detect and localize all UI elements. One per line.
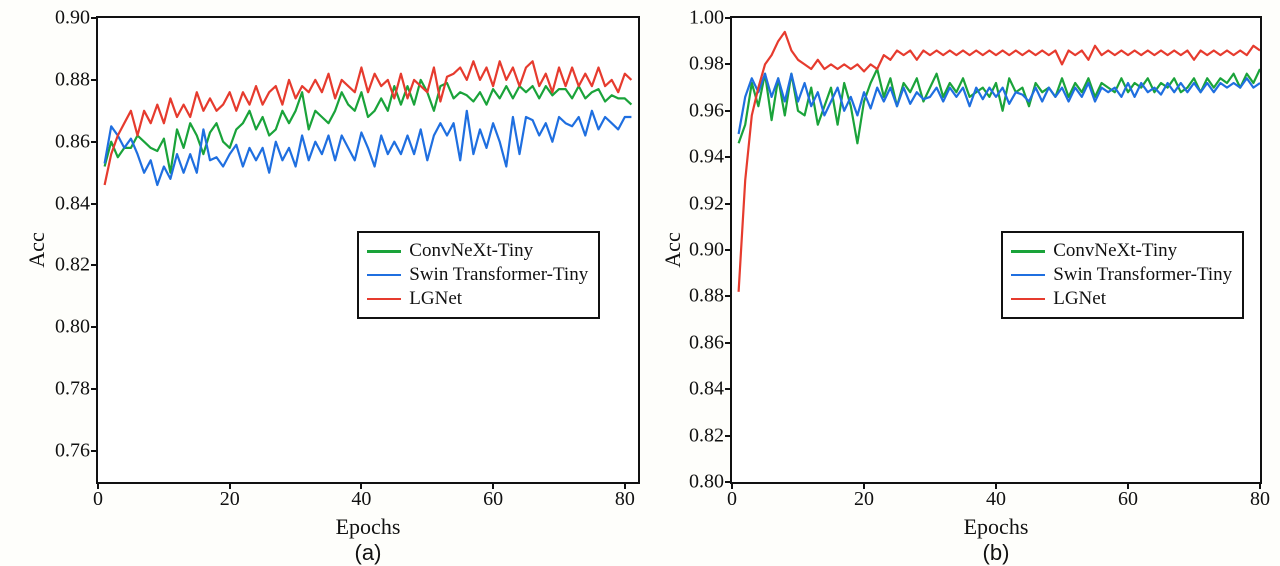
sublabel-a: (a) [355,540,382,566]
xtick-label: 20 [854,488,874,511]
legend-item-swin: Swin Transformer-Tiny [367,263,588,287]
ytick-label: 1.00 [689,7,724,30]
legend-label: ConvNeXt-Tiny [1053,239,1177,263]
legend-item-convnext: ConvNeXt-Tiny [1011,239,1232,263]
xtick-label: 80 [615,488,635,511]
xtick-label: 0 [727,488,737,511]
ylabel-a: Acc [24,232,50,267]
legend-swatch [367,250,401,253]
ytick-label: 0.84 [55,192,90,215]
legend-label: ConvNeXt-Tiny [409,239,533,263]
legend-item-convnext: ConvNeXt-Tiny [367,239,588,263]
legend-a: ConvNeXt-TinySwin Transformer-TinyLGNet [357,231,600,318]
ytick-label: 0.76 [55,440,90,463]
legend-swatch [1011,274,1045,277]
legend-label: Swin Transformer-Tiny [1053,263,1232,287]
xlabel-a: Epochs [336,514,401,540]
legend-label: Swin Transformer-Tiny [409,263,588,287]
xtick-label: 80 [1250,488,1270,511]
ytick-label: 0.78 [55,378,90,401]
ytick-label: 0.86 [55,130,90,153]
ytick-label: 0.80 [55,316,90,339]
ytick-label: 0.84 [689,378,724,401]
ytick-label: 0.94 [689,146,724,169]
legend-label: LGNet [409,287,462,311]
xtick-label: 60 [483,488,503,511]
legend-swatch [1011,298,1045,301]
legend-swatch [1011,250,1045,253]
ytick-label: 0.82 [55,254,90,277]
ytick-label: 0.86 [689,331,724,354]
ytick-label: 0.82 [689,424,724,447]
ytick-label: 0.92 [689,192,724,215]
legend-swatch [367,298,401,301]
xtick-label: 0 [93,488,103,511]
series-convnext [105,80,632,173]
panel-b: ConvNeXt-TinySwin Transformer-TinyLGNet … [658,10,1270,564]
xlabel-b: Epochs [964,514,1029,540]
plot-area-b: ConvNeXt-TinySwin Transformer-TinyLGNet … [730,16,1262,484]
legend-item-lgnet: LGNet [367,287,588,311]
xtick-label: 20 [220,488,240,511]
legend-swatch [367,274,401,277]
ytick-label: 0.80 [689,471,724,494]
xtick-label: 60 [1118,488,1138,511]
series-lgnet [105,61,632,185]
ytick-label: 0.90 [689,239,724,262]
sublabel-b: (b) [983,540,1010,566]
plot-area-a: ConvNeXt-TinySwin Transformer-TinyLGNet … [96,16,640,484]
series-convnext [739,69,1260,143]
ytick-label: 0.96 [689,99,724,122]
legend-item-swin: Swin Transformer-Tiny [1011,263,1232,287]
ylabel-b: Acc [660,232,686,267]
xtick-label: 40 [986,488,1006,511]
ytick-label: 0.88 [689,285,724,308]
legend-item-lgnet: LGNet [1011,287,1232,311]
figure-row: ConvNeXt-TinySwin Transformer-TinyLGNet … [10,10,1270,564]
ytick-label: 0.88 [55,68,90,91]
xtick-label: 40 [351,488,371,511]
ytick-label: 0.90 [55,7,90,30]
legend-label: LGNet [1053,287,1106,311]
ytick-label: 0.98 [689,53,724,76]
panel-a: ConvNeXt-TinySwin Transformer-TinyLGNet … [10,10,650,564]
legend-b: ConvNeXt-TinySwin Transformer-TinyLGNet [1001,231,1244,318]
